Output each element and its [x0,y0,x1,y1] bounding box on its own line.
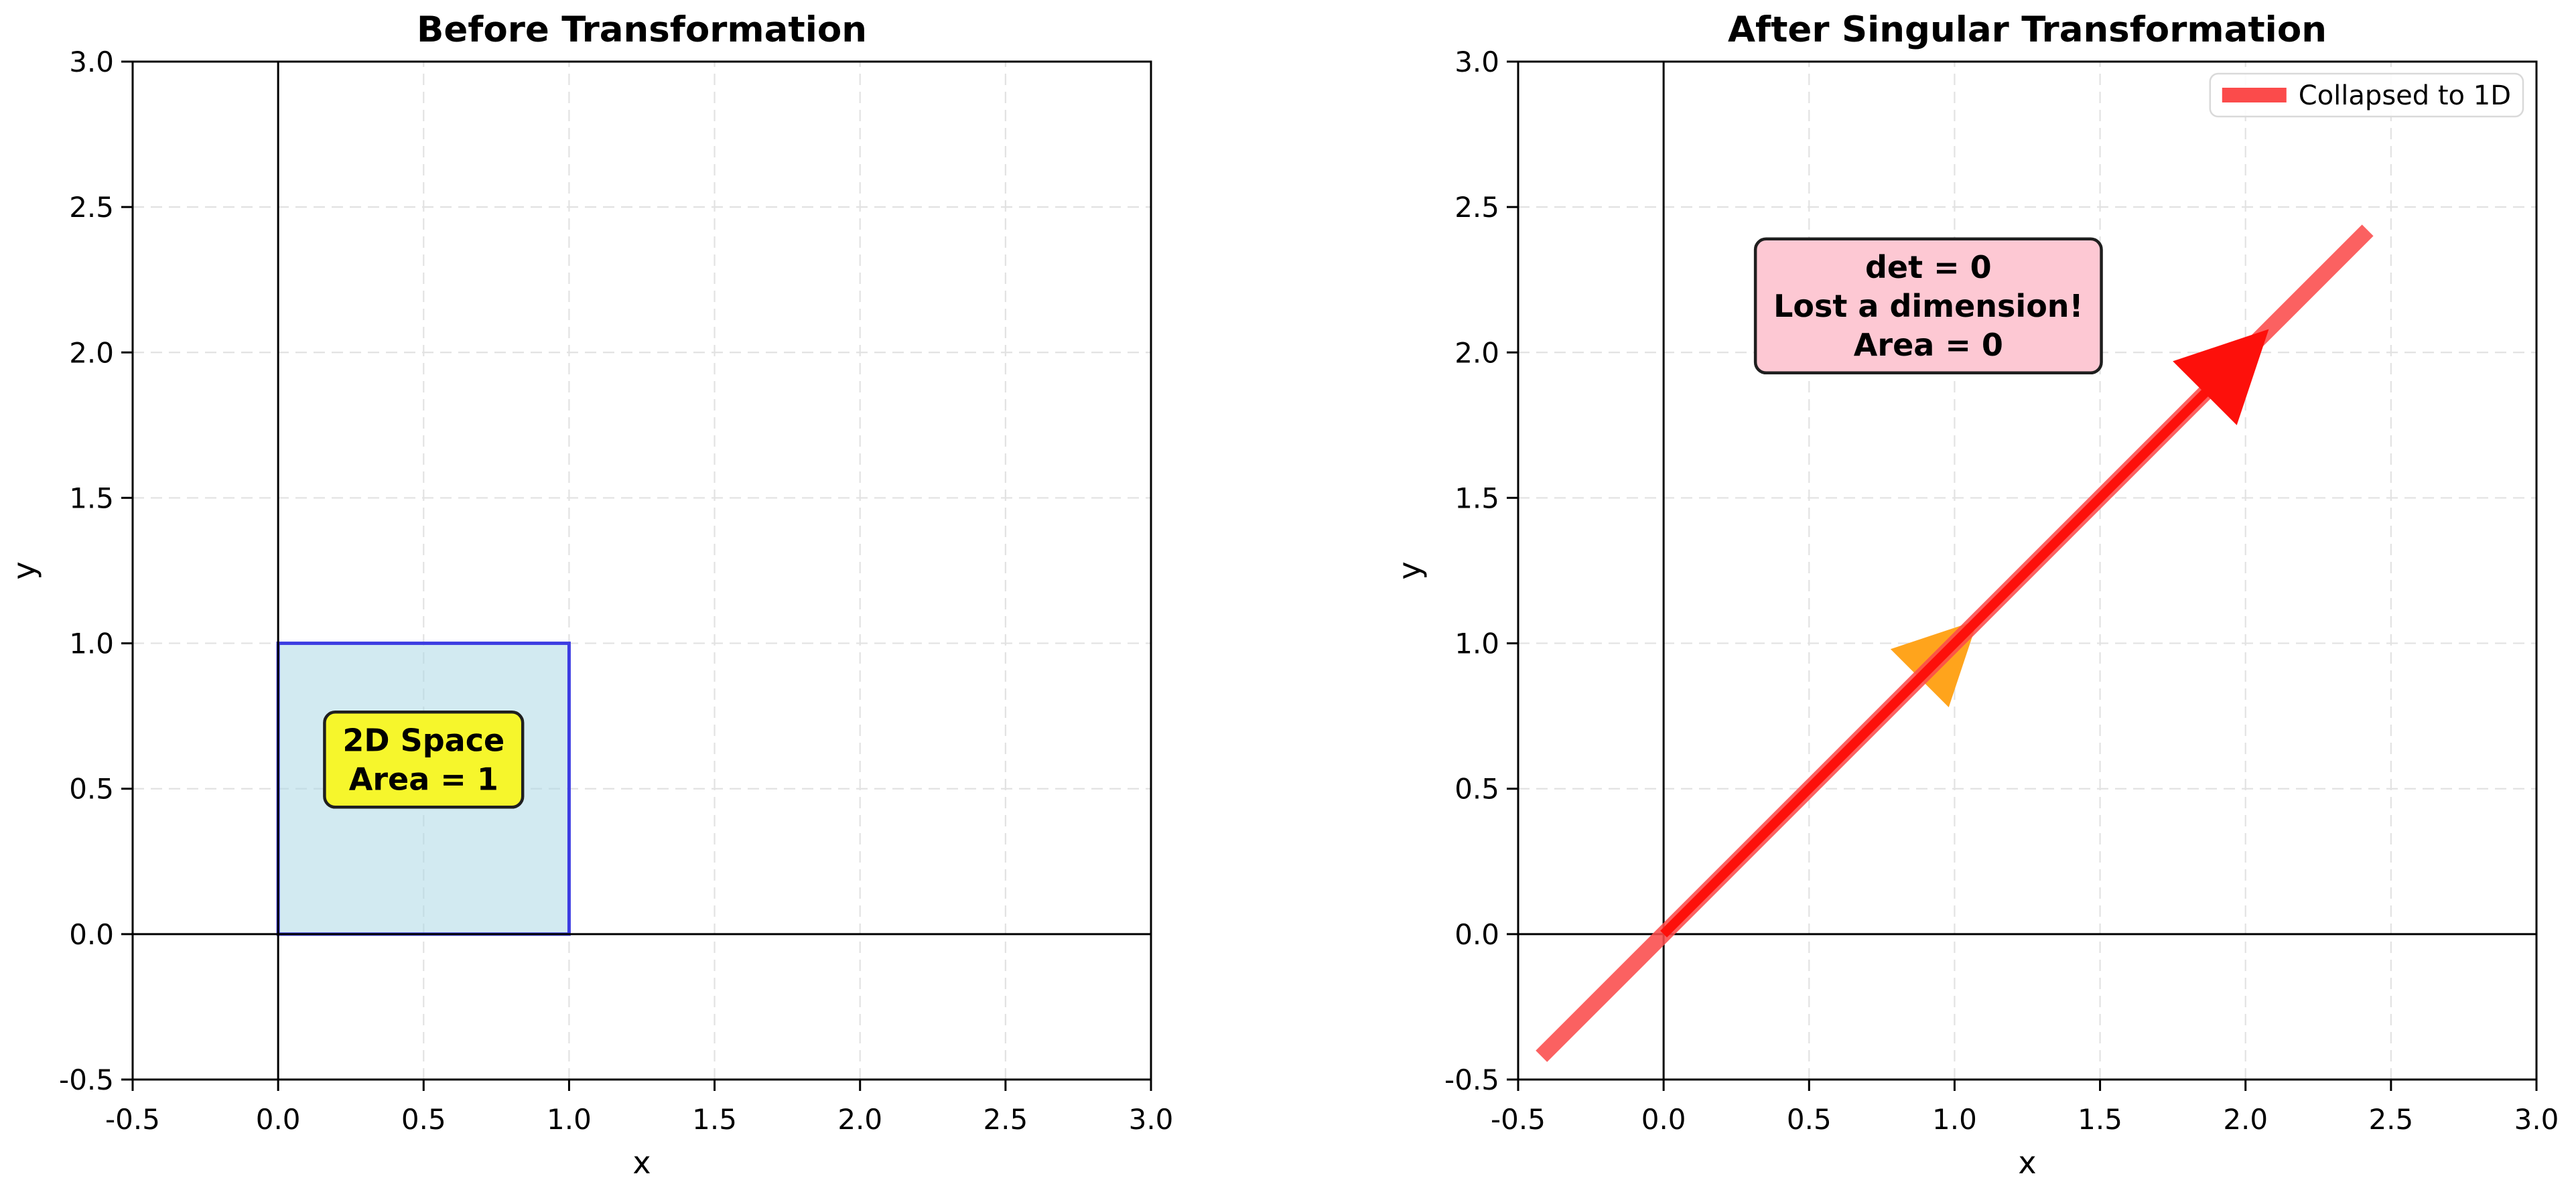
y-tick-label: 2.0 [69,336,114,369]
legend-box [2209,72,2524,118]
x-tick-label: 1.5 [2078,1103,2122,1136]
y-tick-label: 3.0 [69,46,114,78]
determinant-annotation-text: Lost a dimension! [1773,288,2083,324]
collapsed-vector-red-head [2173,329,2269,425]
determinant-annotation-box [1753,237,2103,375]
y-tick-label: 0.5 [1454,773,1499,806]
x-axis-label: x [2018,1144,2036,1181]
area-label-box [323,711,525,809]
y-tick-label: -0.5 [1444,1063,1499,1096]
legend-line-swatch [2222,88,2287,102]
y-tick-label: 0.0 [69,918,114,951]
x-tick-label: 2.5 [983,1103,1028,1136]
y-tick-label: 1.5 [69,482,114,514]
y-tick-label: 1.5 [1454,482,1499,514]
area-label-text: Area = 1 [349,761,498,797]
x-tick-label: 3.0 [1129,1103,1174,1136]
x-tick-label: 0.5 [401,1103,446,1136]
collapsed-vector-red-shaft [1660,388,2210,938]
panel-after: -0.5 -0.5 0.0 0.0 0.5 0.5 1.0 1.0 1.5 1.5 2.0 2.0 2.… [1392,9,2559,1181]
x-tick-label: 2.5 [2368,1103,2413,1136]
y-tick-label: 3.0 [1454,46,1499,78]
x-tick-label: 1.0 [1932,1103,1977,1136]
determinant-annotation-text: det = 0 [1865,249,1992,285]
determinant-annotation-text: Area = 0 [1854,327,2003,363]
y-axis-label: y [6,561,42,579]
x-tick-label: 3.0 [2514,1103,2559,1136]
y-tick-label: 2.5 [1454,191,1499,224]
x-tick-label: -0.5 [105,1103,160,1136]
panel-title: After Singular Transformation [1728,9,2327,50]
panel-title: Before Transformation [417,9,867,50]
y-tick-label: 2.0 [1454,336,1499,369]
legend-label: Collapsed to 1D [2299,80,2511,111]
y-tick-label: 1.0 [1454,627,1499,660]
x-tick-label: 0.5 [1787,1103,1832,1136]
legend: Collapsed to 1D [2209,72,2524,118]
y-tick-label: 0.0 [1454,918,1499,951]
area-label-text: 2D Space [342,722,504,758]
x-tick-label: -0.5 [1491,1103,1546,1136]
x-tick-label: 1.5 [692,1103,737,1136]
x-axis-label: x [632,1144,651,1181]
panel-before: -0.5 -0.5 0.0 0.0 0.5 0.5 1.0 1.0 1.5 1.5 2.0 2.0 2.… [6,9,1173,1181]
y-tick-label: -0.5 [59,1063,114,1096]
y-axis-label: y [1392,561,1428,579]
x-tick-label: 2.0 [837,1103,882,1136]
axes-spines [1517,60,2538,1081]
y-tick-label: 1.0 [69,627,114,660]
axes-spines [131,60,1152,1081]
x-tick-label: 2.0 [2223,1103,2268,1136]
x-tick-label: 0.0 [256,1103,301,1136]
x-tick-label: 1.0 [547,1103,592,1136]
x-tick-label: 0.0 [1641,1103,1686,1136]
y-tick-label: 2.5 [69,191,114,224]
y-tick-label: 0.5 [69,773,114,806]
